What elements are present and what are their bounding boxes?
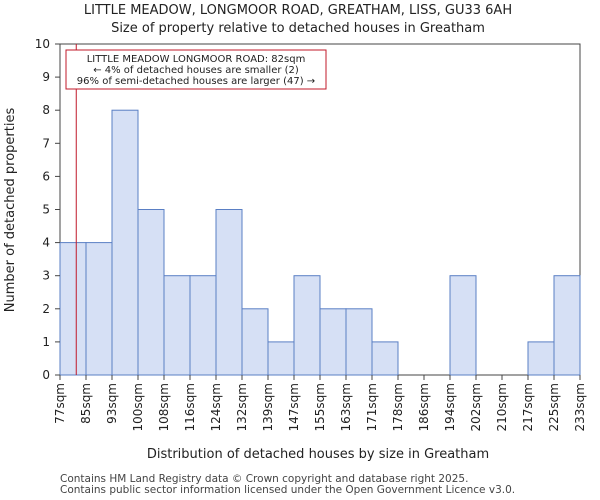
bar-108sqm [163, 275, 191, 376]
y-tick-label: 5 [42, 203, 50, 217]
bar-147sqm [293, 275, 321, 376]
annotation-box [65, 49, 327, 90]
x-tick-label: 124sqm [209, 383, 223, 431]
x-tick-label: 77sqm [53, 383, 67, 424]
x-tick-label: 147sqm [287, 383, 301, 431]
x-tick-label: 186sqm [417, 383, 431, 431]
y-tick-label: 10 [35, 37, 50, 51]
y-tick-label: 8 [42, 103, 50, 117]
bar-139sqm [267, 341, 295, 376]
y-tick-label: 6 [42, 169, 50, 183]
y-tick-label: 0 [42, 368, 50, 382]
x-tick-label: 225sqm [547, 383, 561, 431]
x-tick-label: 132sqm [235, 383, 249, 431]
x-tick-label: 194sqm [443, 383, 457, 431]
x-tick-label: 116sqm [183, 383, 197, 431]
x-tick-label: 163sqm [339, 383, 353, 431]
annotation-line-3: 96% of semi-detached houses are larger (… [77, 76, 315, 87]
bar-225sqm [553, 275, 581, 376]
bar-85sqm [85, 242, 113, 376]
y-tick-label: 7 [42, 136, 50, 150]
x-tick-label: 202sqm [469, 383, 483, 431]
x-tick-label: 139sqm [261, 383, 275, 431]
x-tick-label: 233sqm [573, 383, 587, 431]
x-tick-label: 100sqm [131, 383, 145, 431]
x-tick-label: 210sqm [495, 383, 509, 431]
x-tick-label: 155sqm [313, 383, 327, 431]
bar-93sqm [111, 109, 139, 376]
bar-100sqm [137, 209, 165, 376]
chart-subtitle: Size of property relative to detached ho… [111, 21, 485, 36]
y-tick-label: 3 [42, 269, 50, 283]
y-tick-label: 4 [42, 236, 50, 250]
plot-area: 0 1 2 3 4 5 6 7 8 9 10 77sqm 85sqm 93sqm 100sqm 108sqm 1… [35, 37, 587, 431]
bar-155sqm [319, 308, 347, 376]
x-tick-label: 217sqm [521, 383, 535, 431]
bar-116sqm [189, 275, 217, 376]
bar-77sqm [59, 242, 87, 376]
y-axis-label: Number of detached properties [3, 108, 18, 313]
bar-217sqm [527, 341, 555, 376]
footer-line-2: Contains public sector information licen… [60, 484, 516, 496]
x-tick-label: 108sqm [157, 383, 171, 431]
annotation-line-2: ← 4% of detached houses are smaller (2) [93, 65, 299, 76]
x-tick-label: 85sqm [79, 383, 93, 424]
bar-163sqm [345, 308, 373, 376]
bar-194sqm [449, 275, 477, 376]
chart-title: LITTLE MEADOW, LONGMOOR ROAD, GREATHAM, … [84, 3, 512, 18]
y-tick-label: 9 [42, 70, 50, 84]
x-tick-label: 171sqm [365, 383, 379, 431]
y-tick-label: 2 [42, 302, 50, 316]
footer-line-1: Contains HM Land Registry data © Crown c… [60, 473, 469, 485]
footer-attribution: Contains HM Land Registry data © Crown c… [60, 474, 515, 496]
bar-124sqm [215, 209, 243, 376]
bar-132sqm [241, 308, 269, 376]
bar-171sqm [371, 341, 399, 376]
y-tick-label: 1 [42, 335, 50, 349]
annotation-line-1: LITTLE MEADOW LONGMOOR ROAD: 82sqm [87, 54, 306, 65]
x-tick-label: 178sqm [391, 383, 405, 431]
x-axis-label: Distribution of detached houses by size … [147, 447, 489, 462]
x-tick-label: 93sqm [105, 383, 119, 424]
